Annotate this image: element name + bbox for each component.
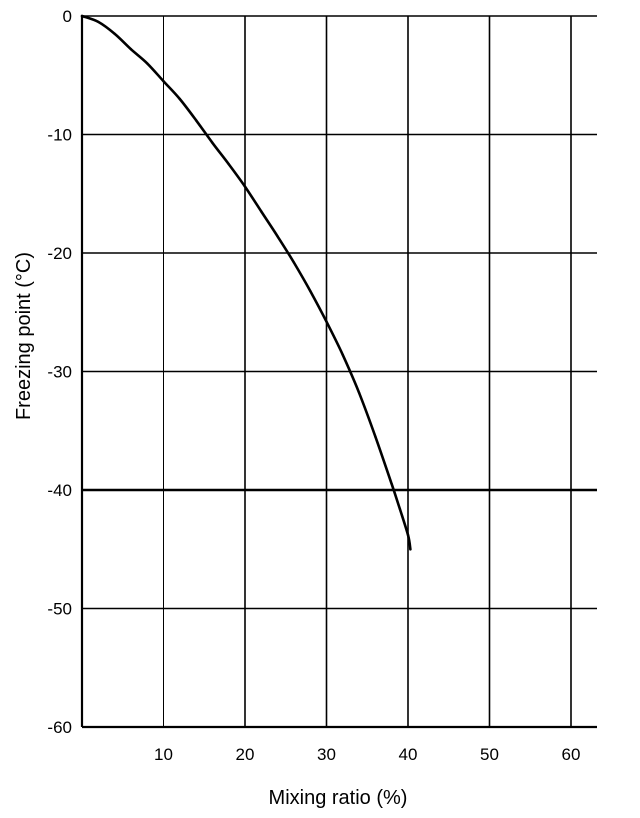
data-point-2 bbox=[113, 32, 116, 35]
data-point-18 bbox=[374, 435, 377, 438]
x-tick-label-40: 40 bbox=[399, 745, 418, 764]
data-point-13 bbox=[292, 261, 296, 264]
data-point-22 bbox=[409, 548, 412, 551]
data-point-11 bbox=[260, 210, 263, 213]
data-point-10 bbox=[243, 185, 247, 188]
x-axis-title: Mixing ratio (%) bbox=[269, 787, 408, 809]
data-point-20 bbox=[398, 507, 402, 511]
data-point-14 bbox=[309, 289, 312, 293]
data-point-8 bbox=[211, 141, 214, 144]
data-point-7 bbox=[194, 119, 198, 122]
data-point-17 bbox=[357, 391, 361, 394]
y-axis-title: Freezing point (°C) bbox=[13, 252, 35, 420]
data-series bbox=[80, 14, 412, 551]
y-tick-label-60: -60 bbox=[47, 718, 72, 737]
x-tick-label-20: 20 bbox=[236, 745, 255, 764]
data-point-0 bbox=[80, 14, 84, 18]
data-point-5 bbox=[162, 80, 165, 83]
x-tick-label-30: 30 bbox=[317, 745, 336, 764]
data-point-12 bbox=[276, 235, 279, 238]
data-point-16 bbox=[341, 353, 344, 357]
data-point-4 bbox=[146, 62, 149, 65]
x-tick-label-50: 50 bbox=[480, 745, 499, 764]
data-point-19 bbox=[390, 482, 393, 486]
x-tick-label-60: 60 bbox=[562, 745, 581, 764]
y-tick-label-10: -10 bbox=[47, 126, 72, 145]
tick-labels: 10 20 30 40 50 60 0 -10 -20 -30 -40 -50 -60 bbox=[47, 7, 580, 764]
data-point-6 bbox=[178, 97, 181, 101]
y-tick-label-50: -50 bbox=[47, 600, 72, 619]
data-point-21 bbox=[406, 533, 410, 537]
x-tick-label-10: 10 bbox=[154, 745, 173, 764]
y-tick-label-30: -30 bbox=[47, 363, 72, 382]
series-line-0 bbox=[80, 14, 412, 551]
y-tick-label-40: -40 bbox=[47, 481, 72, 500]
y-tick-label-20: -20 bbox=[47, 244, 72, 263]
data-point-15 bbox=[325, 320, 328, 323]
axes bbox=[80, 16, 597, 729]
data-point-9 bbox=[227, 162, 230, 166]
data-point-1 bbox=[97, 20, 100, 24]
y-tick-label-0: 0 bbox=[63, 7, 72, 26]
grid-lines bbox=[82, 15, 597, 727]
data-point-3 bbox=[129, 48, 133, 51]
